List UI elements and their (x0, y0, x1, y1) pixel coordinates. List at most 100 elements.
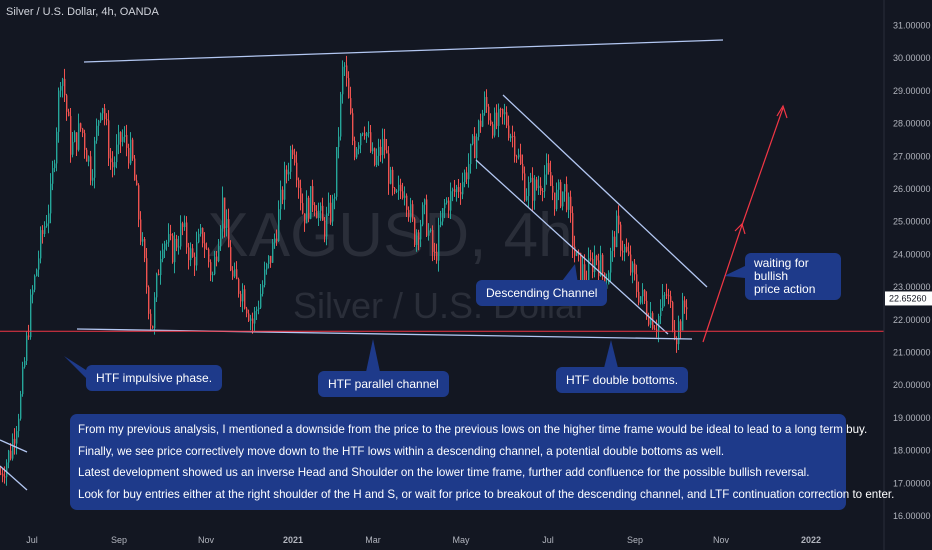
candle-body (68, 111, 70, 117)
candle-body (334, 196, 336, 199)
candle-body (210, 262, 212, 276)
candle-body (288, 171, 290, 175)
y-tick-label: 28.00000 (893, 119, 931, 129)
candle-body (526, 196, 528, 201)
candle-body (16, 431, 18, 444)
candle-body (170, 234, 172, 236)
candle-body (164, 243, 166, 250)
time-axis[interactable]: Jul Sep Nov 2021 Mar May Jul Sep Nov 2022 (26, 535, 821, 545)
candle-body (456, 187, 458, 193)
candle-body (36, 269, 38, 276)
x-tick-label: May (452, 535, 470, 545)
candle-body (602, 254, 604, 274)
candle-body (500, 108, 502, 110)
candle-body (648, 316, 650, 325)
y-tick-label: 24.00000 (893, 249, 931, 259)
candle-body (58, 90, 60, 132)
candle-body (364, 133, 366, 136)
candle-body (140, 219, 142, 242)
candle-body (306, 197, 308, 224)
candle-body (208, 249, 210, 263)
candle-body (338, 136, 340, 148)
candle-body (438, 225, 440, 261)
note-descending-channel[interactable]: Descending Channel (476, 280, 608, 306)
candle-body (390, 169, 392, 184)
candle-body (166, 242, 168, 244)
candle-body (214, 256, 216, 275)
candle-body (610, 250, 612, 273)
price-axis[interactable]: 31.00000 30.00000 29.00000 28.00000 27.00000… (883, 0, 932, 550)
candle-body (316, 210, 318, 219)
candle-body (48, 213, 50, 224)
candle-body (302, 203, 304, 214)
candle-body (474, 136, 476, 158)
candle-body (332, 198, 334, 222)
note-waiting-bullish[interactable]: waiting for bullish price action (745, 253, 841, 300)
y-tick-label: 16.00000 (893, 511, 931, 521)
candle-body (134, 158, 136, 181)
note-impulsive-phase[interactable]: HTF impulsive phase. (86, 365, 223, 391)
candle-body (612, 236, 614, 251)
candle-body (628, 251, 630, 255)
candle-body (664, 294, 666, 296)
candle-body (530, 177, 532, 183)
candle-body (102, 108, 104, 114)
candle-body (114, 162, 116, 168)
candle-body (70, 116, 72, 155)
y-tick-label: 20.00000 (893, 380, 931, 390)
candle-body (242, 289, 244, 302)
candle-body (646, 300, 648, 317)
current-price-label: 22.65260 (889, 293, 927, 303)
candle-body (446, 200, 448, 203)
htf-channel-bottom (76, 328, 693, 340)
candle-body (430, 230, 432, 232)
candle-body (462, 182, 464, 195)
candle-body (486, 97, 488, 107)
candle-body (564, 184, 566, 192)
candle-body (600, 254, 602, 277)
candle-body (514, 136, 516, 157)
candle-body (106, 119, 108, 121)
candle-body (570, 196, 572, 214)
candle-body (90, 156, 92, 181)
y-tick-label: 23.00000 (893, 282, 931, 292)
projection-leg-1 (702, 227, 742, 343)
candle-body (376, 155, 378, 165)
candle-body (472, 136, 474, 144)
candle-body (432, 230, 434, 252)
candle-body (98, 120, 100, 126)
analysis-note[interactable]: From my previous analysis, I mentioned a… (70, 414, 894, 510)
candle-body (212, 274, 214, 276)
candle-body (436, 252, 438, 261)
note-waiting-line2: price action (754, 282, 816, 296)
candle-body (416, 232, 418, 245)
candle-body (342, 66, 344, 95)
candle-body (412, 204, 414, 219)
candle-body (330, 202, 332, 222)
candle-body (14, 438, 16, 444)
candle-body (608, 272, 610, 285)
candle-body (184, 222, 186, 228)
candle-body (374, 148, 376, 165)
candle-body (262, 285, 264, 294)
candle-body (590, 258, 592, 260)
note-parallel-channel[interactable]: HTF parallel channel (318, 371, 449, 397)
y-tick-label: 26.00000 (893, 184, 931, 194)
y-tick-label: 22.00000 (893, 315, 931, 325)
candle-body (516, 156, 518, 158)
candle-body (624, 246, 626, 253)
candle-body (20, 394, 22, 419)
candle-body (188, 247, 190, 261)
note-double-bottoms[interactable]: HTF double bottoms. (556, 367, 689, 393)
candle-body (222, 197, 224, 229)
candle-body (290, 149, 292, 172)
candle-body (182, 223, 184, 228)
candle-body (18, 418, 20, 432)
candle-body (174, 238, 176, 263)
candle-body (428, 230, 430, 236)
candle-body (100, 113, 102, 121)
candle-body (450, 191, 452, 211)
candle-body (130, 139, 132, 164)
candle-body (136, 180, 138, 186)
candle-body (198, 233, 200, 243)
